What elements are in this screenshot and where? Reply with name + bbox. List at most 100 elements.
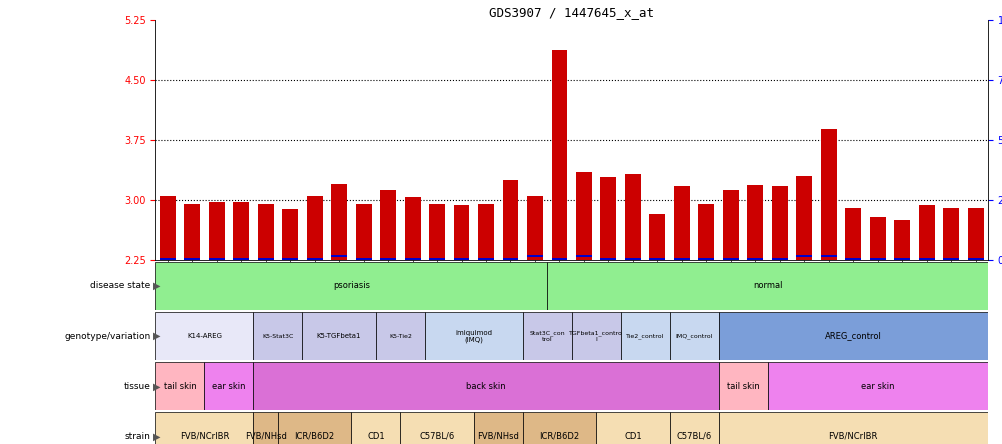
Text: K5-TGFbeta1: K5-TGFbeta1	[317, 333, 361, 339]
Bar	[425, 312, 522, 360]
Bar	[302, 312, 376, 360]
Bar	[478, 204, 493, 260]
Bar	[697, 258, 713, 260]
Bar	[351, 412, 400, 444]
Text: ICR/B6D2: ICR/B6D2	[539, 432, 579, 441]
Bar	[796, 176, 812, 260]
Bar	[869, 258, 885, 260]
Bar	[669, 412, 717, 444]
Text: C57BL/6: C57BL/6	[675, 432, 711, 441]
Text: ear skin: ear skin	[860, 382, 894, 391]
Bar	[282, 258, 298, 260]
Text: strain: strain	[124, 432, 150, 441]
Text: tail skin: tail skin	[163, 382, 196, 391]
Bar	[649, 214, 664, 260]
Bar	[967, 208, 983, 260]
Text: ear skin: ear skin	[212, 382, 245, 391]
Bar	[159, 196, 175, 260]
Text: Tie2_control: Tie2_control	[625, 333, 663, 339]
Text: psoriasis: psoriasis	[333, 281, 370, 290]
Text: disease state: disease state	[90, 281, 150, 290]
Bar	[254, 362, 717, 410]
Text: C57BL/6: C57BL/6	[419, 432, 454, 441]
Bar	[453, 258, 469, 260]
Bar	[233, 258, 248, 260]
Bar	[918, 206, 934, 260]
Bar	[502, 180, 518, 260]
Text: FVB/NHsd: FVB/NHsd	[477, 432, 519, 441]
Bar	[717, 412, 987, 444]
Bar	[595, 412, 669, 444]
Text: imiquimod
(IMQ): imiquimod (IMQ)	[455, 329, 492, 343]
Bar	[307, 258, 323, 260]
Text: K5-Tie2: K5-Tie2	[389, 333, 412, 339]
Bar	[307, 196, 323, 260]
Text: ICR/B6D2: ICR/B6D2	[295, 432, 335, 441]
Bar	[575, 172, 591, 260]
Bar	[356, 204, 371, 260]
Bar	[258, 258, 274, 260]
Text: ▶: ▶	[153, 432, 160, 441]
Text: K5-Stat3C: K5-Stat3C	[262, 333, 294, 339]
Bar	[331, 184, 347, 260]
Bar	[772, 258, 787, 260]
Bar	[600, 178, 616, 260]
Bar	[620, 312, 669, 360]
Bar	[404, 198, 420, 260]
Bar	[376, 312, 425, 360]
Text: TGFbeta1_contro
l: TGFbeta1_contro l	[569, 331, 622, 341]
Bar	[717, 362, 767, 410]
Text: ▶: ▶	[153, 331, 160, 341]
Bar	[453, 206, 469, 260]
Bar	[869, 218, 885, 260]
Text: CD1: CD1	[367, 432, 384, 441]
Bar	[697, 204, 713, 260]
Bar	[669, 312, 717, 360]
Bar	[722, 258, 738, 260]
Text: IMQ_control: IMQ_control	[674, 333, 712, 339]
Bar	[356, 258, 371, 260]
Bar	[478, 258, 493, 260]
Bar	[673, 186, 689, 260]
Bar	[282, 210, 298, 260]
Bar	[204, 362, 254, 410]
Text: tail skin: tail skin	[726, 382, 759, 391]
Bar	[159, 258, 175, 260]
Bar	[894, 258, 909, 260]
Bar	[746, 258, 763, 260]
Bar	[184, 258, 200, 260]
Bar	[772, 186, 787, 260]
Bar	[600, 258, 616, 260]
Bar	[746, 186, 763, 260]
Bar	[526, 254, 542, 257]
Bar	[522, 412, 595, 444]
Bar	[473, 412, 522, 444]
Text: FVB/NCrIBR: FVB/NCrIBR	[179, 432, 228, 441]
Bar	[845, 258, 861, 260]
Bar	[155, 412, 254, 444]
Bar	[522, 312, 571, 360]
Bar	[547, 262, 987, 310]
Bar	[502, 258, 518, 260]
Text: FVB/NCrIBR: FVB/NCrIBR	[828, 432, 877, 441]
Bar	[155, 362, 204, 410]
Bar	[717, 312, 987, 360]
Bar	[254, 412, 278, 444]
Bar	[820, 130, 836, 260]
Bar	[894, 220, 909, 260]
Bar	[551, 50, 567, 260]
Text: back skin: back skin	[466, 382, 505, 391]
Text: K14-AREG: K14-AREG	[186, 333, 221, 339]
Bar	[254, 312, 302, 360]
Bar	[918, 258, 934, 260]
Bar	[429, 204, 445, 260]
Text: CD1: CD1	[623, 432, 641, 441]
Bar	[767, 362, 987, 410]
Text: Stat3C_con
trol: Stat3C_con trol	[529, 331, 564, 341]
Bar	[208, 258, 224, 260]
Text: genotype/variation: genotype/variation	[64, 332, 150, 341]
Bar	[649, 258, 664, 260]
Bar	[278, 412, 351, 444]
Bar	[673, 258, 689, 260]
Text: tissue: tissue	[123, 382, 150, 391]
